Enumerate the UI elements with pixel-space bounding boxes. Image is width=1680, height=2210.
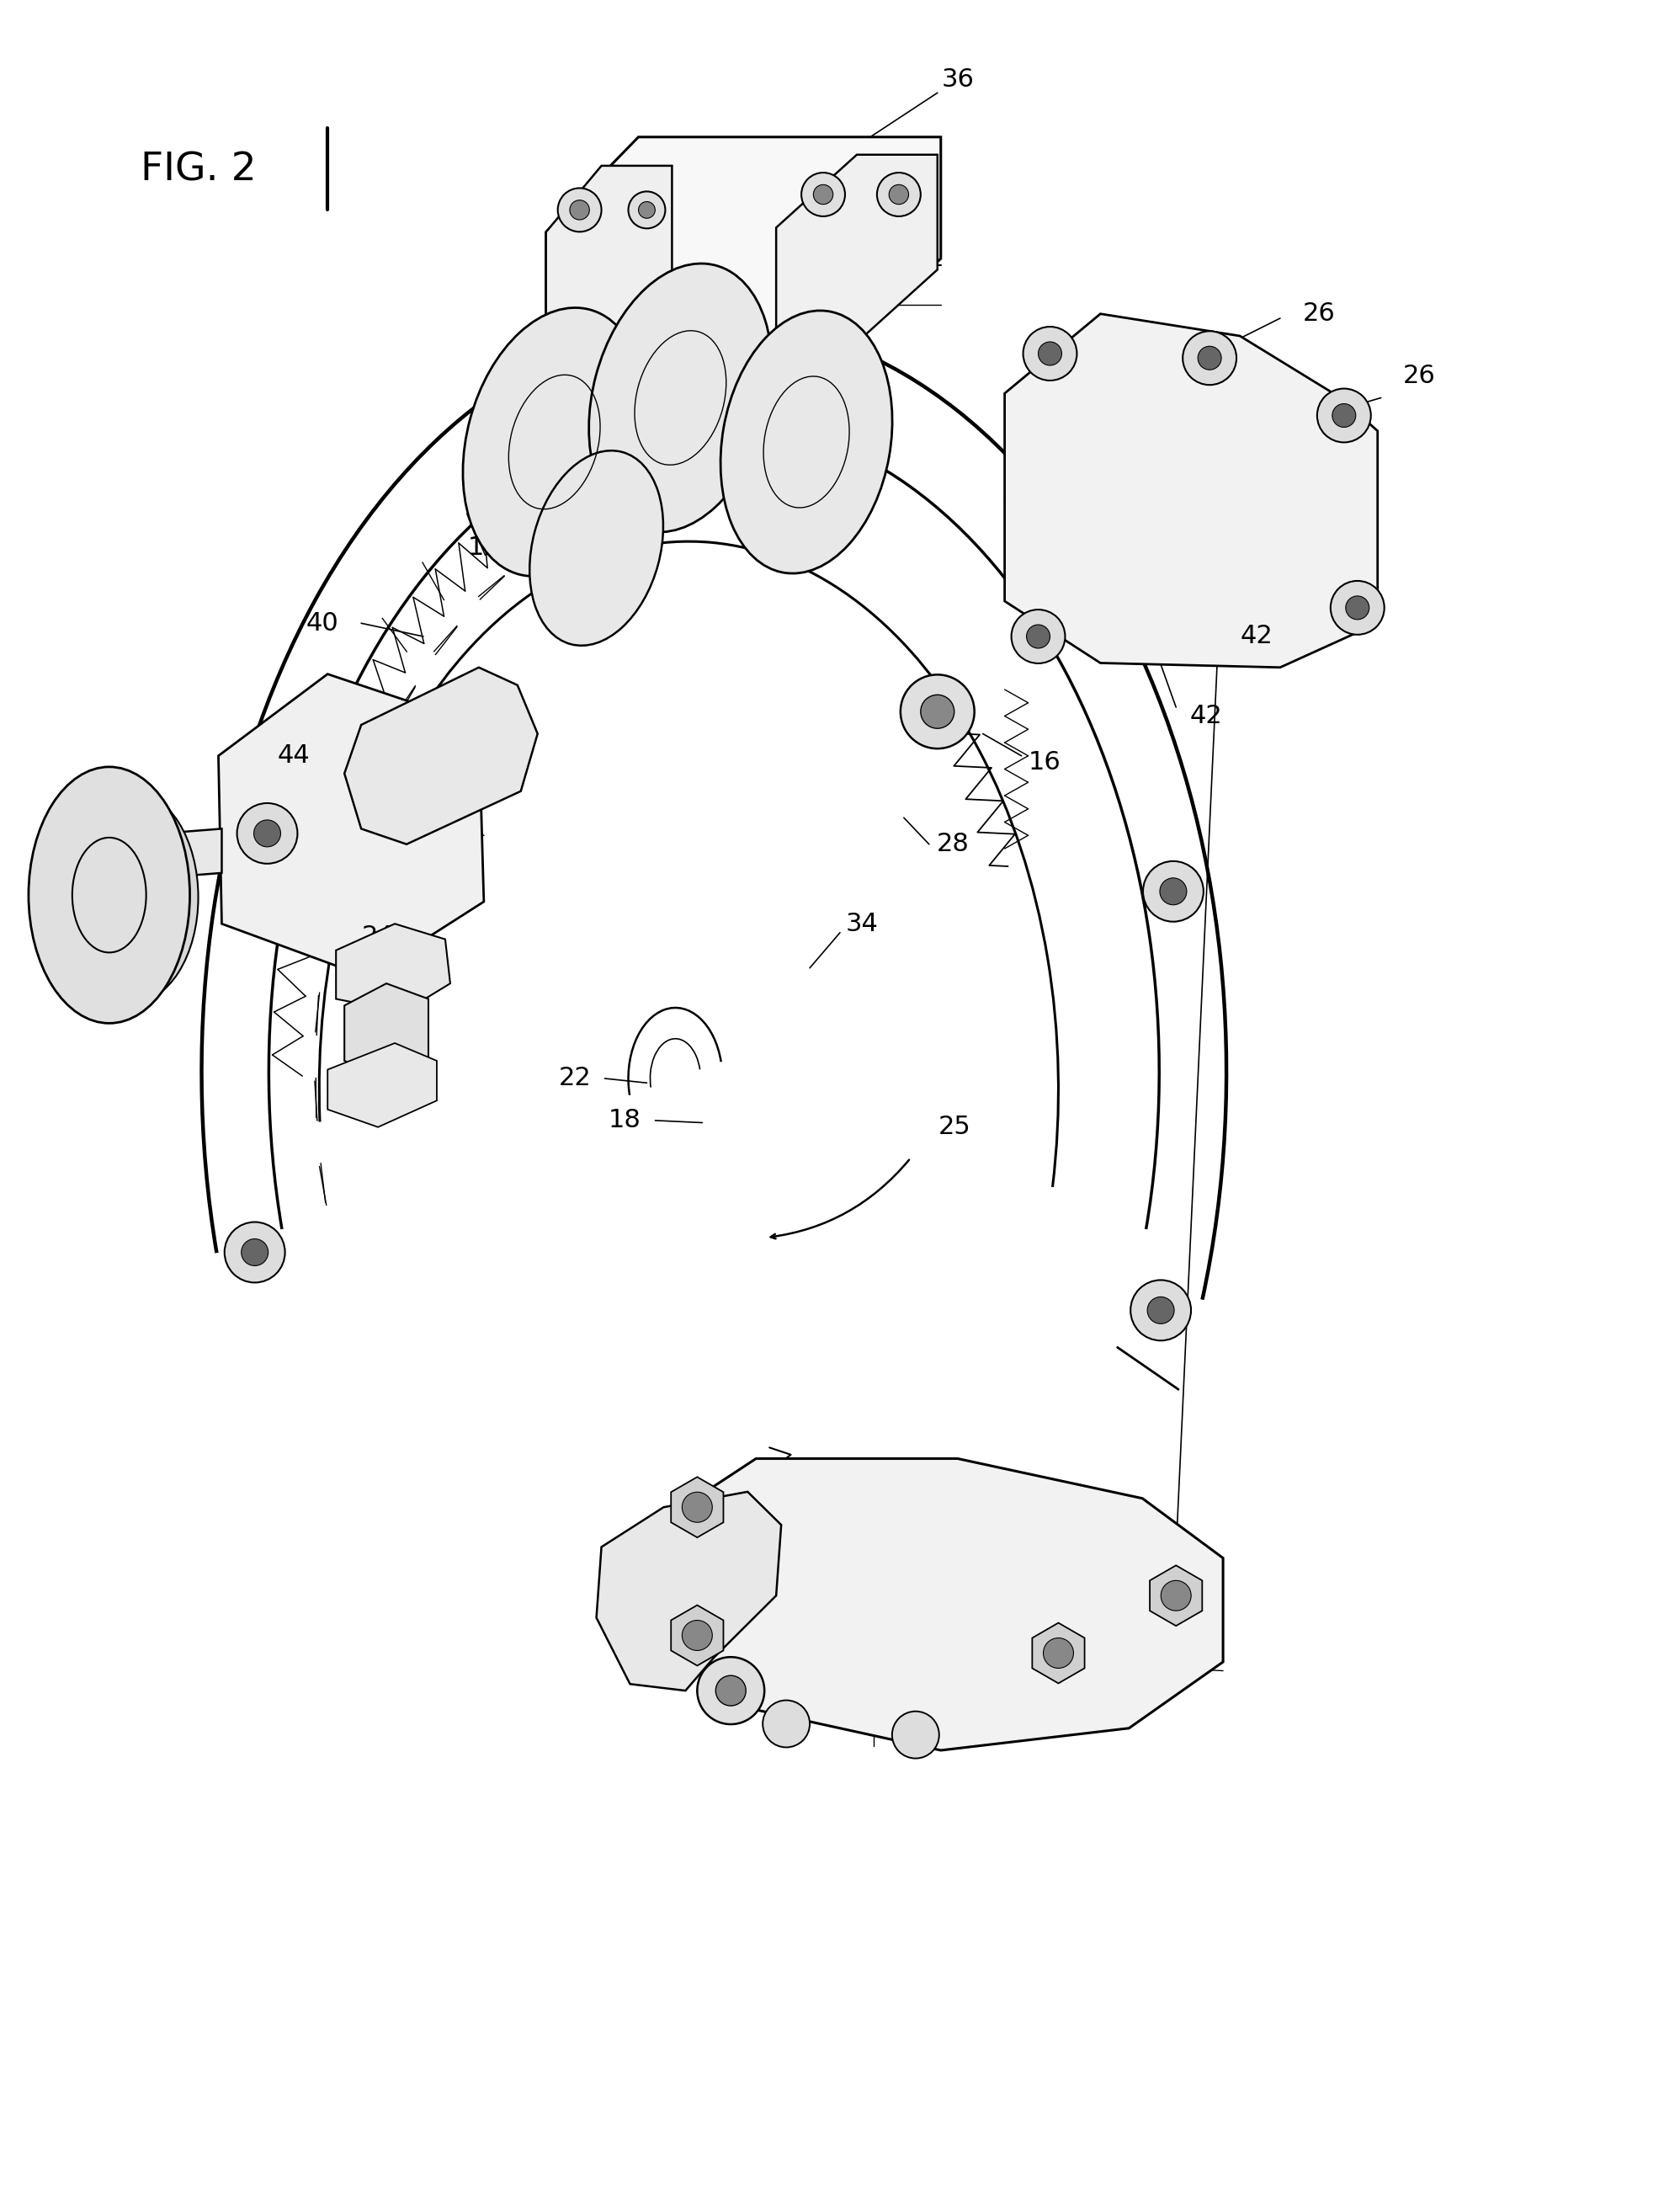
Text: 12: 12 <box>467 535 501 561</box>
Text: 18: 18 <box>608 1107 642 1134</box>
Polygon shape <box>1032 1622 1085 1684</box>
Polygon shape <box>670 1476 724 1538</box>
Circle shape <box>877 172 921 217</box>
Text: 26: 26 <box>1302 301 1336 327</box>
Ellipse shape <box>529 451 664 645</box>
Text: 16: 16 <box>1028 749 1062 776</box>
Text: 40: 40 <box>306 610 339 636</box>
Text: 16: 16 <box>685 292 719 318</box>
Polygon shape <box>1005 314 1378 667</box>
Circle shape <box>1043 1638 1074 1669</box>
Circle shape <box>1147 1297 1174 1324</box>
Circle shape <box>1159 877 1186 904</box>
Polygon shape <box>546 166 672 354</box>
Polygon shape <box>344 983 428 1078</box>
Circle shape <box>638 201 655 219</box>
Polygon shape <box>81 829 222 884</box>
Circle shape <box>558 188 601 232</box>
Circle shape <box>1011 610 1065 663</box>
Text: 24: 24 <box>361 924 395 950</box>
Text: FIG. 2: FIG. 2 <box>139 150 257 190</box>
Circle shape <box>697 1658 764 1724</box>
Circle shape <box>1023 327 1077 380</box>
Circle shape <box>237 802 297 864</box>
Circle shape <box>1346 597 1369 619</box>
Circle shape <box>763 1699 810 1748</box>
Ellipse shape <box>64 791 198 1003</box>
Text: 44: 44 <box>642 358 675 385</box>
Text: 38: 38 <box>84 964 118 990</box>
Polygon shape <box>344 667 538 844</box>
Text: 42: 42 <box>1189 703 1223 729</box>
Circle shape <box>628 192 665 228</box>
Circle shape <box>1198 347 1221 369</box>
Circle shape <box>889 186 909 203</box>
Circle shape <box>900 674 974 749</box>
Circle shape <box>1317 389 1371 442</box>
Ellipse shape <box>29 767 190 1023</box>
Text: 26: 26 <box>1403 362 1436 389</box>
Ellipse shape <box>721 312 892 572</box>
Circle shape <box>1026 625 1050 648</box>
Polygon shape <box>670 1604 724 1666</box>
Text: 34: 34 <box>845 911 879 937</box>
Circle shape <box>1038 343 1062 365</box>
Ellipse shape <box>464 307 645 577</box>
Text: 90: 90 <box>580 199 613 225</box>
Polygon shape <box>776 155 937 343</box>
Circle shape <box>813 186 833 203</box>
Circle shape <box>1142 862 1203 922</box>
Circle shape <box>1131 1280 1191 1341</box>
Polygon shape <box>218 674 484 977</box>
Polygon shape <box>336 924 450 1012</box>
Circle shape <box>225 1222 286 1282</box>
Circle shape <box>682 1492 712 1523</box>
Polygon shape <box>655 1459 1223 1750</box>
Circle shape <box>921 694 954 729</box>
Text: 34: 34 <box>669 429 702 455</box>
Text: 28: 28 <box>936 831 969 857</box>
Circle shape <box>682 1620 712 1651</box>
Circle shape <box>716 1675 746 1706</box>
Polygon shape <box>596 1492 781 1691</box>
Circle shape <box>242 1240 269 1266</box>
Circle shape <box>254 820 281 846</box>
Circle shape <box>1332 404 1356 427</box>
Polygon shape <box>1149 1565 1203 1627</box>
Text: 42: 42 <box>1240 623 1273 650</box>
Circle shape <box>570 201 590 219</box>
Ellipse shape <box>590 263 771 533</box>
Polygon shape <box>546 137 941 354</box>
Text: 25: 25 <box>937 1114 971 1140</box>
Text: 36: 36 <box>941 66 974 93</box>
Text: 44: 44 <box>277 743 311 769</box>
Text: 22: 22 <box>558 1065 591 1092</box>
Polygon shape <box>328 1043 437 1127</box>
Circle shape <box>801 172 845 217</box>
Circle shape <box>1161 1580 1191 1611</box>
Circle shape <box>892 1711 939 1759</box>
Circle shape <box>1183 332 1236 385</box>
Circle shape <box>1331 581 1384 634</box>
